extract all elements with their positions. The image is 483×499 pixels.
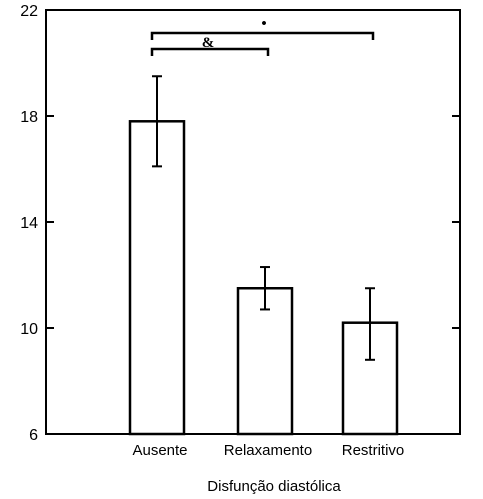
x-tick-label: Relaxamento	[224, 442, 312, 459]
bracket	[150, 47, 270, 56]
y-tick-label: 10	[20, 321, 38, 338]
annotation-symbol: •	[261, 16, 266, 32]
annotation-symbol: &	[202, 35, 215, 51]
x-axis-title: Disfunção diastólica	[207, 478, 341, 495]
bar-restritivo	[341, 321, 399, 436]
y-tick-label: 6	[29, 427, 38, 444]
bar-relaxamento	[236, 287, 294, 436]
x-tick-label: Restritivo	[342, 442, 405, 459]
significance-brackets: •&	[150, 16, 375, 56]
x-tick-label: Ausente	[132, 442, 187, 459]
error-bars	[152, 75, 375, 361]
x-axis: Ausente Relaxamento Restritivo	[132, 442, 404, 459]
y-tick-label: 14	[20, 215, 38, 232]
y-axis: 6 10 14 18 22	[20, 3, 460, 444]
bars	[128, 120, 399, 436]
y-tick-label: 22	[20, 3, 38, 20]
y-tick-label: 18	[20, 109, 38, 126]
bar-ausente	[128, 120, 186, 436]
bracket	[150, 31, 375, 40]
